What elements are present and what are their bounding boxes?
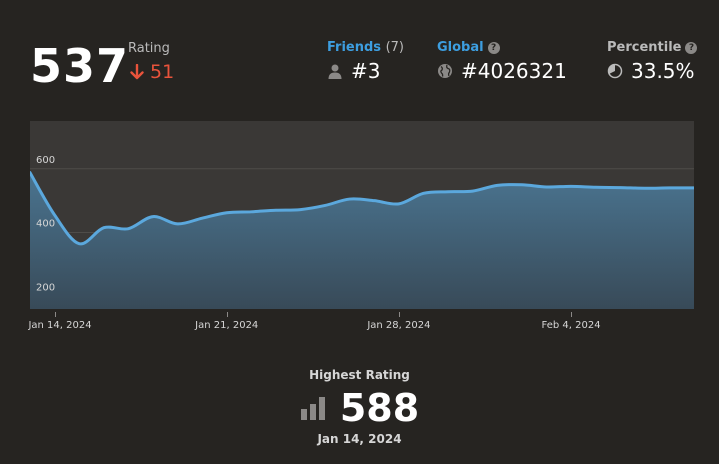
x-tick-label: Jan 14, 2024 <box>28 320 92 331</box>
globe-icon <box>438 64 452 78</box>
current-rating: 537 <box>30 39 130 93</box>
highest-rating-value: 588 <box>339 386 420 430</box>
y-tick-label: 200 <box>36 282 55 293</box>
x-tick-mark <box>226 312 228 317</box>
x-tick-label: Feb 4, 2024 <box>541 320 601 331</box>
help-icon[interactable]: ? <box>685 42 698 54</box>
rating-chart[interactable]: 200 400 600 <box>28 121 696 309</box>
highest-rating-label: Highest Rating <box>309 368 410 382</box>
pie-icon <box>607 63 623 79</box>
rating-chart-svg: 200 400 600 <box>28 155 696 309</box>
x-tick-mark <box>571 312 573 317</box>
x-tick-mark <box>398 312 400 317</box>
y-tick-label: 600 <box>36 155 55 166</box>
percentile-value: 33.5% <box>631 59 695 83</box>
x-axis: Jan 14, 2024 Jan 21, 2024 Jan 28, 2024 Feb … <box>0 312 719 342</box>
y-tick-label: 400 <box>36 219 55 230</box>
global-rank: #4026321 <box>461 59 567 83</box>
percentile-stat[interactable]: Percentile? 33.5% <box>607 40 698 83</box>
friends-label: Friends <box>327 40 382 55</box>
highest-rating-row: 588 <box>0 386 719 430</box>
rating-label: Rating <box>128 41 170 56</box>
highest-rating-date: Jan 14, 2024 <box>317 432 402 446</box>
global-stat[interactable]: Global? #4026321 <box>437 40 567 83</box>
friends-stat[interactable]: Friends (7) #3 <box>327 40 404 83</box>
x-tick-label: Jan 28, 2024 <box>367 320 431 331</box>
x-tick-mark <box>54 312 56 317</box>
arrow-down-icon <box>130 64 144 80</box>
person-icon <box>328 64 342 79</box>
rating-change: 51 <box>130 61 174 83</box>
x-tick-label: Jan 21, 2024 <box>195 320 259 331</box>
bar-chart-icon <box>300 397 325 420</box>
help-icon[interactable]: ? <box>487 42 500 54</box>
rating-area <box>30 172 694 309</box>
rating-change-value: 51 <box>150 61 175 83</box>
friends-rank: #3 <box>351 59 381 83</box>
friends-count: (7) <box>385 40 404 55</box>
percentile-label: Percentile <box>607 40 682 55</box>
rating-line <box>28 171 696 246</box>
global-label: Global <box>437 40 484 55</box>
